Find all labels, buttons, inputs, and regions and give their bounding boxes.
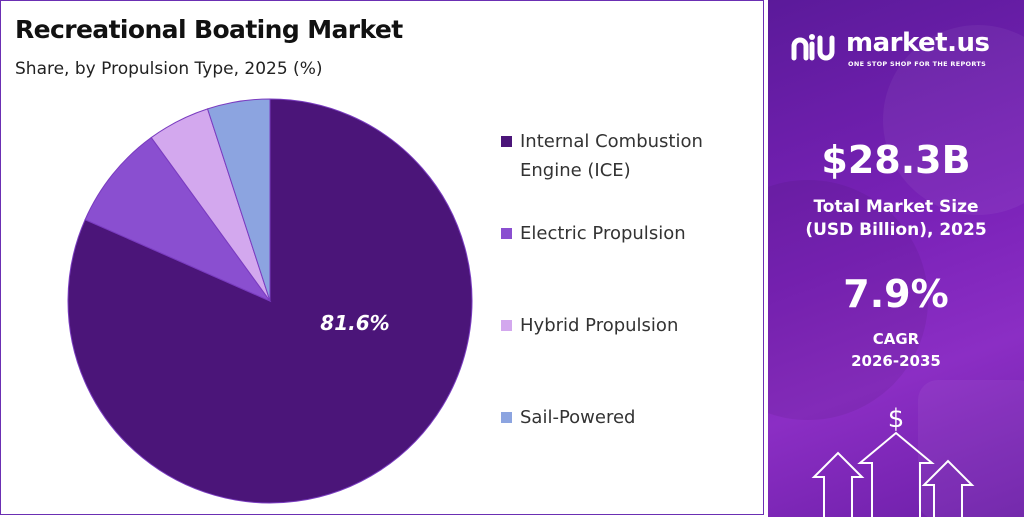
pie-slice-1 xyxy=(84,136,272,303)
background-decoration xyxy=(768,25,1024,517)
legend-label: Sail-Powered xyxy=(520,407,636,428)
market-size-label-line1: Total Market Size xyxy=(813,197,979,217)
summary-panel: market.us ONE STOP SHOP FOR THE REPORTS … xyxy=(768,0,1024,517)
cagr-label: CAGR xyxy=(872,330,920,348)
legend-swatch xyxy=(501,412,512,423)
dollar-sign-icon: $ xyxy=(888,404,905,434)
pie-chart: 81.6% xyxy=(67,98,473,504)
brand-name: market.us xyxy=(846,28,990,58)
growth-arrows-icon: $ xyxy=(811,404,975,517)
pie-data-label-0: 81.6% xyxy=(320,311,389,335)
legend-swatch xyxy=(501,136,512,147)
legend-swatch xyxy=(501,320,512,331)
legend-item-1: Electric Propulsion xyxy=(501,219,740,248)
chart-subtitle: Share, by Propulsion Type, 2025 (%) xyxy=(15,59,323,79)
cagr-value: 7.9% xyxy=(843,272,949,316)
legend-swatch xyxy=(501,228,512,239)
market-us-logo-icon xyxy=(791,34,835,61)
legend-label: Internal Combustion Engine (ICE) xyxy=(520,131,703,181)
legend-item-0: Internal Combustion Engine (ICE) xyxy=(501,127,740,185)
legend-item-2: Hybrid Propulsion xyxy=(501,311,740,340)
pie-slice-3 xyxy=(206,98,271,302)
market-size-label-line2: (USD Billion), 2025 xyxy=(805,220,987,240)
legend-item-3: Sail-Powered xyxy=(501,403,740,432)
brand-tagline: ONE STOP SHOP FOR THE REPORTS xyxy=(848,60,987,68)
market-size-value: $28.3B xyxy=(821,138,971,182)
brand-logo-group: market.us ONE STOP SHOP FOR THE REPORTS xyxy=(790,28,1010,68)
chart-title: Recreational Boating Market xyxy=(15,15,403,44)
cagr-period: 2026-2035 xyxy=(851,352,941,370)
chart-panel: Recreational Boating Market Share, by Pr… xyxy=(0,0,764,515)
legend-label: Electric Propulsion xyxy=(520,223,686,244)
legend-label: Hybrid Propulsion xyxy=(520,315,679,336)
